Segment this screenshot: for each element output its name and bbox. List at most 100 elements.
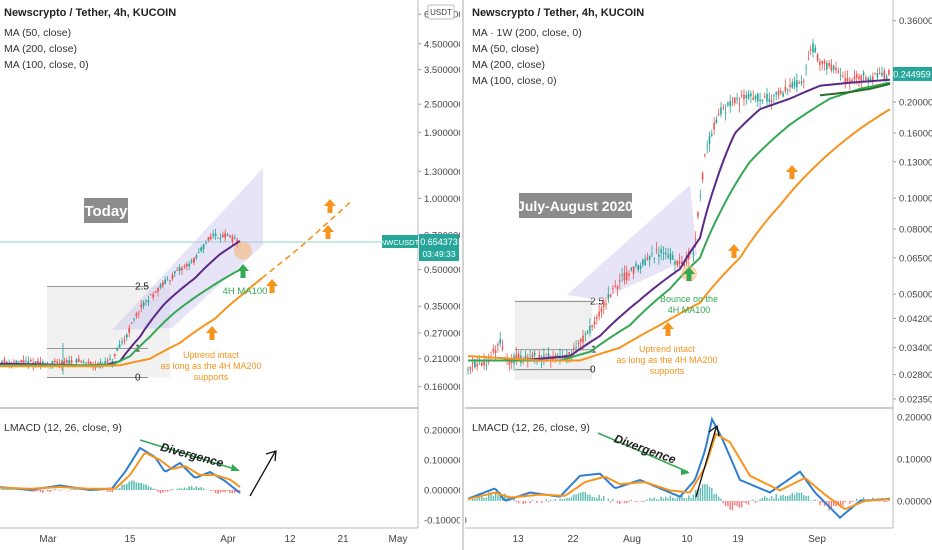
y-tick-label: 0.210000 bbox=[424, 354, 464, 365]
macd-bar bbox=[644, 500, 646, 501]
macd-bar bbox=[582, 491, 584, 501]
candle-body bbox=[164, 279, 167, 284]
macd-y-tick: 0.200000 bbox=[897, 413, 932, 424]
indicator-legend: MA (200, close) bbox=[472, 59, 545, 71]
candle-body bbox=[612, 288, 614, 289]
macd-bar bbox=[780, 495, 782, 501]
macd-bar bbox=[524, 500, 527, 504]
candle-body bbox=[494, 350, 497, 354]
candle-body bbox=[706, 145, 708, 147]
candle-body bbox=[745, 95, 748, 99]
candle-body bbox=[888, 70, 890, 75]
macd-bar bbox=[214, 490, 217, 494]
candle-body bbox=[750, 93, 752, 96]
price-tag-value: 0.654373 bbox=[420, 237, 458, 247]
macd-bar bbox=[708, 486, 711, 501]
candle-body bbox=[598, 311, 600, 317]
macd-bar bbox=[563, 498, 566, 501]
macd-bar bbox=[724, 500, 727, 506]
macd-bar bbox=[750, 500, 752, 501]
macd-bar bbox=[701, 484, 704, 501]
macd-bar bbox=[660, 496, 662, 501]
candle-body bbox=[793, 81, 796, 87]
candle-body bbox=[556, 355, 559, 357]
macd-bar bbox=[133, 480, 135, 490]
candle-body bbox=[842, 75, 844, 77]
bounce-annotation-line: Bounce on the bbox=[660, 294, 718, 304]
candle-body bbox=[53, 360, 56, 363]
candle-body bbox=[628, 273, 630, 276]
indicator-legend: MA (100, close, 0) bbox=[4, 59, 89, 71]
macd-bar bbox=[690, 497, 692, 501]
candle-body bbox=[492, 348, 495, 352]
macd-bar bbox=[609, 500, 612, 503]
macd-bar bbox=[791, 493, 793, 501]
macd-bar bbox=[39, 490, 42, 492]
macd-bar bbox=[816, 500, 819, 501]
divergence-arrowhead bbox=[681, 468, 690, 475]
candle-body bbox=[600, 308, 603, 312]
symbol-tag bbox=[382, 234, 418, 248]
candle-body bbox=[499, 339, 501, 344]
fib-level-label: 2.5 bbox=[590, 296, 604, 307]
candle-body bbox=[667, 255, 669, 258]
x-tick-label: 22 bbox=[567, 534, 579, 545]
macd-bar bbox=[138, 482, 140, 490]
macd-bar bbox=[32, 490, 34, 492]
trend-arrowhead bbox=[265, 450, 277, 462]
candle-body bbox=[176, 269, 179, 271]
candle-body bbox=[651, 253, 653, 255]
y-tick-label: 0.350000 bbox=[424, 302, 464, 313]
macd-bar bbox=[150, 487, 152, 490]
candle-body bbox=[68, 360, 71, 365]
macd-bar bbox=[798, 492, 800, 501]
macd-bar bbox=[768, 498, 770, 501]
candle-body bbox=[701, 173, 704, 180]
candle-body bbox=[51, 361, 54, 364]
candle-body bbox=[469, 366, 472, 370]
candle-body bbox=[867, 78, 869, 82]
macd-bar bbox=[198, 487, 200, 490]
indicator-legend: MA (50, close) bbox=[4, 27, 71, 39]
candle-body bbox=[173, 271, 176, 274]
macd-bar bbox=[135, 482, 138, 490]
candle-body bbox=[524, 355, 527, 360]
bounce-annotation-line: 4H MA100 bbox=[668, 305, 711, 315]
candle-body bbox=[85, 362, 87, 364]
macd-bar bbox=[8, 488, 10, 490]
macd-bar bbox=[773, 498, 775, 501]
candle-body bbox=[869, 78, 872, 82]
candle-body bbox=[183, 266, 186, 268]
macd-bar bbox=[761, 497, 764, 501]
candle-body bbox=[660, 249, 662, 254]
macd-bar bbox=[531, 499, 534, 501]
candle-body bbox=[80, 361, 83, 363]
candle-body bbox=[731, 101, 734, 103]
macd-bar bbox=[529, 500, 531, 504]
candle-body bbox=[154, 291, 157, 293]
macd-bar bbox=[68, 490, 70, 491]
x-tick-label: 19 bbox=[732, 534, 744, 545]
candle-body bbox=[65, 360, 68, 363]
candle-body bbox=[642, 260, 644, 265]
candle-body bbox=[149, 294, 152, 296]
candle-body bbox=[212, 234, 215, 236]
candle-body bbox=[575, 347, 577, 348]
macd-bar bbox=[217, 490, 219, 494]
macd-bar bbox=[471, 498, 474, 501]
candle-body bbox=[782, 92, 784, 97]
candle-body bbox=[202, 244, 205, 250]
candle-body bbox=[61, 360, 63, 366]
macd-bar bbox=[116, 488, 118, 490]
macd-bar bbox=[80, 489, 82, 490]
candle-body bbox=[644, 259, 646, 265]
macd-bar bbox=[106, 490, 109, 492]
macd-title: LMACD (12, 26, close, 9) bbox=[4, 422, 122, 434]
candle-body bbox=[497, 344, 499, 346]
orange-up-arrow bbox=[728, 244, 740, 258]
candle-body bbox=[798, 82, 800, 84]
macd-bar bbox=[238, 490, 241, 493]
candle-body bbox=[474, 360, 476, 368]
